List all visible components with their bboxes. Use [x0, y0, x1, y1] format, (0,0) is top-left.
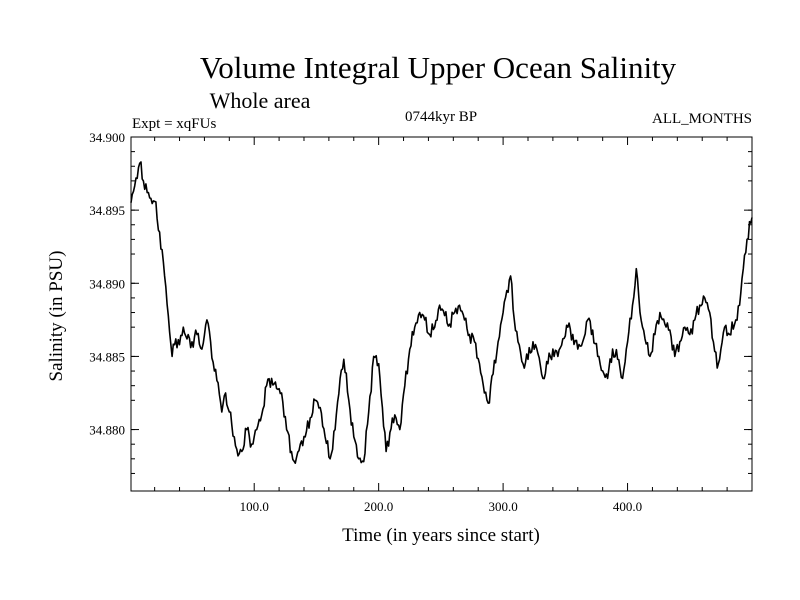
y-tick-label: 34.885 [89, 349, 125, 364]
chart-subtitle: Whole area [210, 88, 311, 113]
series-layer [130, 161, 753, 464]
period-label: 0744kyr BP [405, 109, 477, 125]
x-tick-label: 200.0 [364, 499, 393, 514]
plot-frame [130, 136, 753, 492]
y-tick-label: 34.880 [89, 423, 125, 438]
x-axis-label: Time (in years since start) [342, 525, 540, 546]
x-tick-label: 400.0 [613, 499, 642, 514]
y-tick-label: 34.895 [89, 203, 125, 218]
y-tick-label: 34.900 [89, 130, 125, 145]
y-tick-label: 34.890 [89, 276, 125, 291]
salinity-series-line [130, 161, 753, 464]
y-axis-label: Salinity (in PSU) [46, 251, 67, 382]
x-tick-label: 300.0 [488, 499, 517, 514]
chart-title: Volume Integral Upper Ocean Salinity [200, 50, 677, 85]
x-tick-label: 100.0 [240, 499, 269, 514]
experiment-label: Expt = xqFUs [132, 116, 216, 132]
tick-layer: 100.0 200.0 300.0 400.0 34.880 34.885 34.890 34… [89, 130, 752, 514]
months-label: ALL_MONTHS [652, 111, 752, 127]
